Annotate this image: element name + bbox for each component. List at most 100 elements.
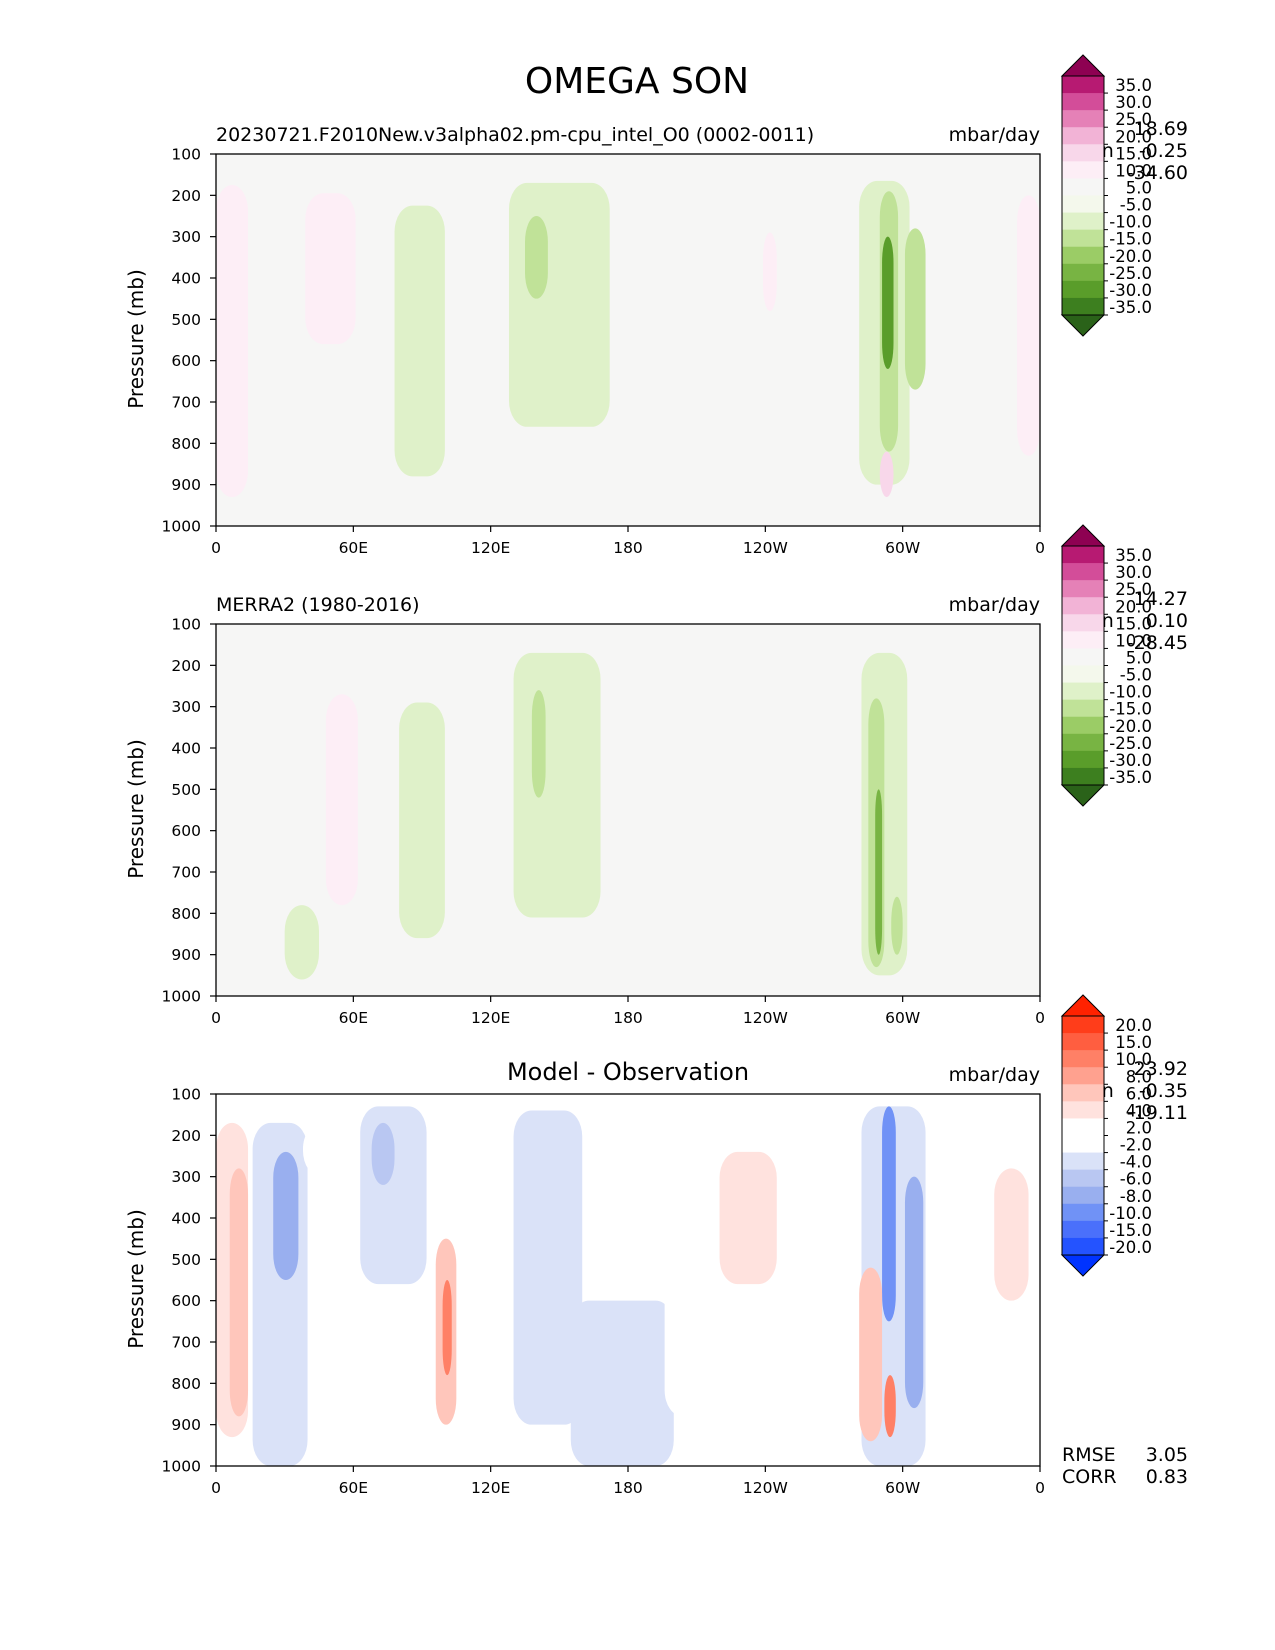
colorbar-bin (1062, 246, 1104, 265)
colorbar-bin (1062, 1237, 1104, 1256)
y-tick-label: 800 (171, 1375, 201, 1393)
colorbar-tick-label: 15.0 (1115, 144, 1152, 163)
y-tick-label: 800 (171, 905, 201, 923)
positive-contour-region (719, 195, 789, 469)
y-axis-label: Pressure (mb) (124, 739, 148, 879)
y-tick-label: 300 (171, 698, 201, 716)
colorbar-bin (1062, 127, 1104, 145)
y-tick-label: 800 (171, 435, 201, 453)
colorbar-bin (1062, 631, 1104, 649)
colorbar-tick-label: 4.0 (1126, 1101, 1152, 1120)
negative-contour-region (394, 205, 445, 477)
y-tick-label: 900 (171, 946, 201, 964)
x-tick-label: 180 (613, 1009, 643, 1027)
diff-panel: Model - Observation mbar/day Pressure (m… (124, 994, 1188, 1498)
colorbar-bin (1062, 93, 1104, 111)
colorbar-bin (1062, 161, 1104, 179)
colorbar-tick-label: -20.0 (1109, 247, 1152, 266)
colorbar-bin (1062, 1169, 1104, 1188)
stat-value: -0.35 (1139, 1080, 1188, 1102)
colorbar-bin (1062, 76, 1104, 94)
y-tick-label: 100 (171, 1086, 201, 1104)
positive-contour-region (884, 1375, 896, 1438)
colorbar-tick-label: 20.0 (1115, 1016, 1152, 1035)
colorbar-tick-label: -5.0 (1120, 196, 1152, 215)
colorbar-tick-label: -4.0 (1120, 1153, 1152, 1172)
colorbar-bin (1062, 716, 1104, 735)
colorbar-bin (1062, 733, 1104, 752)
error-stat-label: CORR (1062, 1466, 1117, 1488)
units-label: mbar/day (949, 594, 1040, 616)
colorbar-tick-label: -30.0 (1109, 751, 1152, 770)
colorbar-tick-label: 10.0 (1115, 161, 1152, 180)
x-tick-label: 60W (885, 1009, 920, 1027)
x-tick-label: 120W (743, 1009, 788, 1027)
contour-plot-area: 100 200 300 400 500 600 700 800 900 1000 0 60E 120E 1… (162, 146, 1045, 558)
colorbar: 35.030.025.020.015.010.05.0-5.0-10.0-15.… (1060, 54, 1152, 337)
x-tick-label: 60W (885, 1479, 920, 1497)
y-tick-label: 600 (171, 822, 201, 840)
colorbar-bin (1062, 1203, 1104, 1222)
x-tick-label: 120E (471, 1479, 510, 1497)
contour-plot-area: 100 200 300 400 500 600 700 800 900 1000 0 60E 120E 1… (162, 1086, 1045, 1498)
colorbar-bin (1062, 767, 1104, 786)
colorbar-bin (1062, 297, 1104, 316)
colorbar-bin (1062, 648, 1104, 666)
colorbar-tick-label: -35.0 (1109, 298, 1152, 317)
units-label: mbar/day (949, 1064, 1040, 1086)
negative-contour-region (284, 905, 319, 980)
colorbar-bin (1062, 665, 1104, 684)
colorbar-tick-label: 35.0 (1115, 546, 1152, 565)
colorbar-tick-label: 20.0 (1115, 597, 1152, 616)
y-tick-label: 200 (171, 187, 201, 205)
colorbar-bin (1062, 1016, 1104, 1034)
stat-value: -19.11 (1127, 1102, 1188, 1124)
x-tick-label: 60E (339, 1479, 369, 1497)
colorbar-bin (1062, 1135, 1104, 1154)
y-tick-label: 300 (171, 1168, 201, 1186)
negative-contour-region (882, 236, 894, 369)
units-label: mbar/day (949, 124, 1040, 146)
colorbar-bin (1062, 229, 1104, 248)
colorbar-bin (1062, 699, 1104, 718)
stat-value: -34.60 (1127, 162, 1188, 184)
positive-contour-region (305, 193, 356, 345)
colorbar-tick-label: 30.0 (1115, 563, 1152, 582)
y-tick-label: 200 (171, 1127, 201, 1145)
positive-contour-region (859, 1267, 883, 1442)
colorbar-bin (1062, 1050, 1104, 1068)
colorbar-tick-label: 5.0 (1126, 179, 1152, 198)
x-tick-label: 0 (1035, 1479, 1045, 1497)
y-tick-label: 400 (171, 270, 201, 288)
figure-title: OMEGA SON (525, 61, 749, 102)
y-axis-label: Pressure (mb) (124, 269, 148, 409)
y-tick-label: 1000 (162, 518, 201, 536)
y-tick-label: 1000 (162, 988, 201, 1006)
y-tick-label: 500 (171, 311, 201, 329)
positive-contour-region (763, 232, 777, 312)
positive-contour-region (1021, 648, 1040, 972)
colorbar-tick-label: -30.0 (1109, 281, 1152, 300)
colorbar-tick-label: -8.0 (1120, 1187, 1152, 1206)
positive-contour-region (325, 694, 358, 906)
x-tick-label: 0 (1035, 1009, 1045, 1027)
x-tick-label: 60E (339, 1009, 369, 1027)
negative-contour-region (371, 1122, 395, 1185)
colorbar-tick-label: 6.0 (1126, 1084, 1152, 1103)
negative-contour-region (360, 1106, 427, 1285)
positive-contour-region (442, 1280, 452, 1376)
colorbar-tick-label: 25.0 (1115, 110, 1152, 129)
y-tick-label: 600 (171, 352, 201, 370)
x-tick-label: 120E (471, 539, 510, 557)
colorbar-tick-label: 10.0 (1115, 1050, 1152, 1069)
panel-title: MERRA2 (1980-2016) (216, 594, 420, 616)
colorbar-bin (1062, 682, 1104, 701)
stat-value: 23.92 (1134, 1058, 1188, 1080)
colorbar-tick-label: 15.0 (1115, 1033, 1152, 1052)
colorbar-tick-label: 8.0 (1126, 1067, 1152, 1086)
negative-contour-region (875, 789, 883, 955)
colorbar-bin (1062, 1084, 1104, 1102)
y-tick-label: 1000 (162, 1458, 201, 1476)
colorbar-bin (1062, 110, 1104, 128)
colorbar-bin (1062, 1067, 1104, 1085)
